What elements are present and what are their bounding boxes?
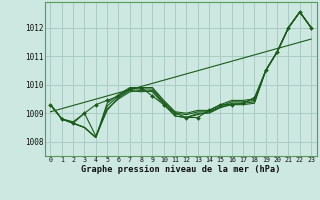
- X-axis label: Graphe pression niveau de la mer (hPa): Graphe pression niveau de la mer (hPa): [81, 165, 281, 174]
